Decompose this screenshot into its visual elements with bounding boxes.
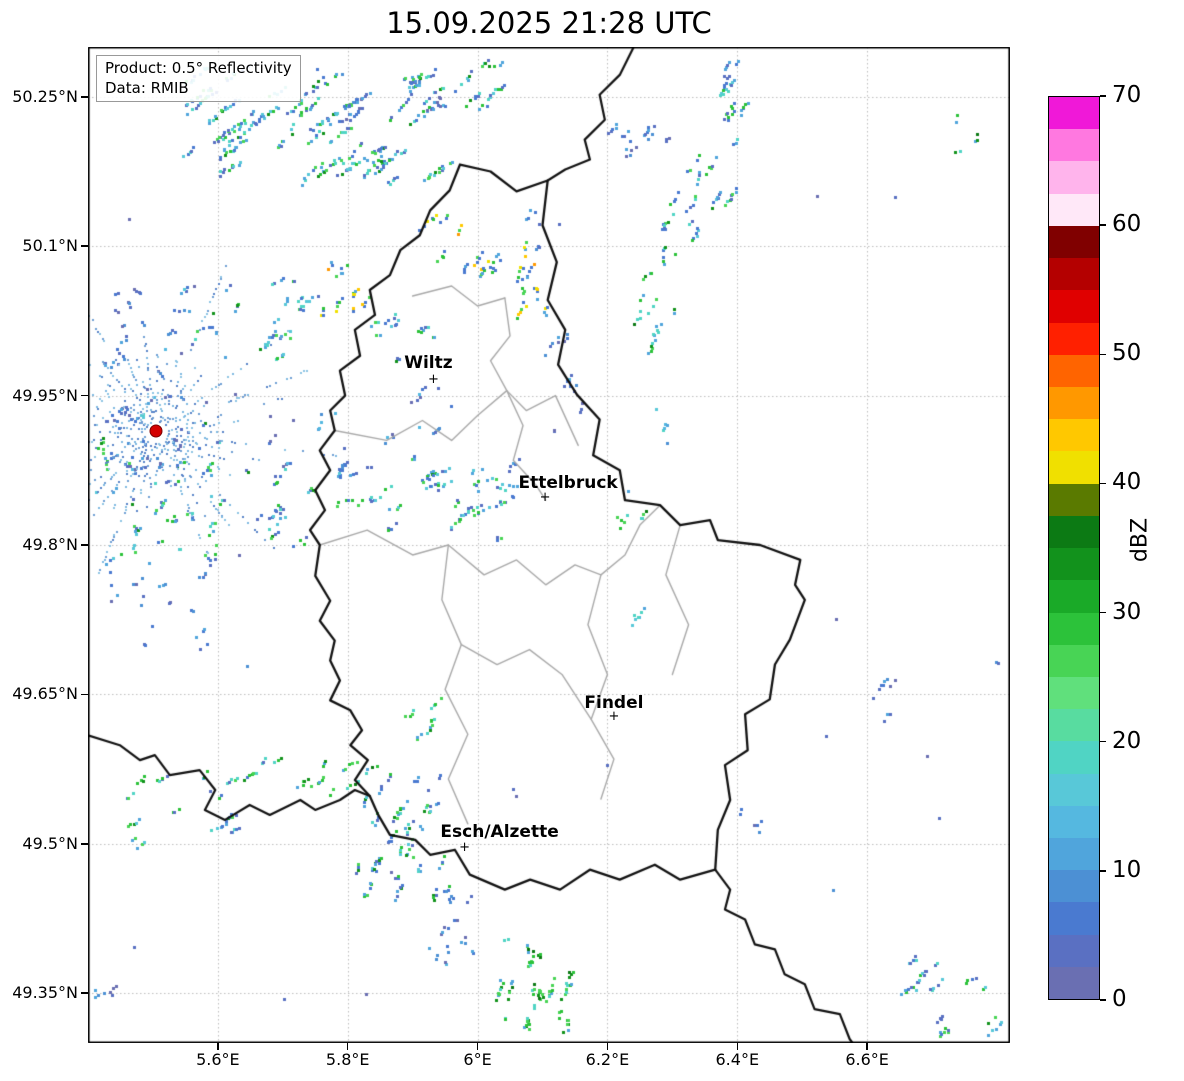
city-marker: + — [608, 709, 620, 725]
y-tick-mark — [81, 693, 88, 696]
colorbar-tick-label: 50 — [1112, 340, 1142, 367]
data-source-line: Data: RMIB — [105, 78, 189, 97]
colorbar-segment — [1049, 741, 1099, 774]
colorbar-segment — [1049, 612, 1099, 645]
colorbar-segment — [1049, 548, 1099, 581]
y-tick-label: 49.95°N — [12, 385, 78, 405]
colorbar-segment — [1049, 902, 1099, 935]
colorbar-tick-label: 60 — [1112, 211, 1142, 238]
plot-title: 15.09.2025 21:28 UTC — [386, 6, 712, 40]
colorbar-segment — [1049, 322, 1099, 355]
x-tick-mark — [476, 1043, 479, 1050]
city-marker: + — [539, 490, 551, 506]
colorbar-segment — [1049, 161, 1099, 194]
x-tick-mark — [866, 1043, 868, 1050]
y-tick-label: 49.65°N — [12, 684, 78, 704]
radar-site-marker — [149, 424, 163, 438]
city-label: Esch/Alzette — [440, 821, 559, 842]
colorbar-segment — [1049, 934, 1099, 967]
x-tick-label: 6.4°E — [715, 1050, 760, 1069]
colorbar-segment — [1049, 354, 1099, 387]
y-tick-mark — [81, 992, 88, 994]
y-tick-label: 50.1°N — [22, 236, 78, 256]
colorbar-segment — [1049, 258, 1099, 291]
y-tick-mark — [81, 544, 88, 546]
x-tick-label: 6°E — [463, 1050, 492, 1069]
colorbar-segment — [1049, 483, 1099, 516]
product-line: Product: 0.5° Reflectivity — [105, 59, 292, 77]
y-tick-label: 49.5°N — [22, 833, 78, 853]
colorbar-label: dBZ — [1127, 517, 1153, 563]
colorbar-tick-label: 10 — [1112, 856, 1142, 883]
colorbar — [1048, 96, 1100, 1000]
colorbar-tick-label: 40 — [1112, 469, 1142, 496]
x-tick-label: 5.8°E — [325, 1050, 370, 1069]
colorbar-segment — [1049, 290, 1099, 323]
y-tick-label: 50.25°N — [12, 86, 78, 106]
colorbar-tick-mark — [1100, 740, 1106, 743]
colorbar-segment — [1049, 580, 1099, 613]
colorbar-segment — [1049, 838, 1099, 871]
y-tick-label: 49.8°N — [22, 535, 78, 554]
city-label: Wiltz — [404, 352, 453, 373]
radar-map-canvas — [88, 47, 1010, 1043]
city-label: Findel — [584, 693, 644, 714]
colorbar-tick-label: 0 — [1112, 986, 1127, 1012]
colorbar-segment — [1049, 193, 1099, 226]
colorbar-tick-label: 20 — [1112, 727, 1142, 754]
colorbar-tick-mark — [1100, 999, 1106, 1001]
city-label: Ettelbruck — [518, 473, 618, 494]
x-tick-mark — [736, 1043, 739, 1050]
colorbar-segment — [1049, 805, 1099, 839]
colorbar-tick-mark — [1100, 224, 1106, 226]
colorbar-segment — [1049, 515, 1099, 549]
colorbar-segment — [1049, 451, 1099, 484]
colorbar-segment — [1049, 773, 1099, 806]
colorbar-segment — [1049, 870, 1099, 903]
x-tick-label: 6.2°E — [585, 1050, 630, 1069]
y-tick-mark — [81, 843, 88, 845]
colorbar-segment — [1049, 129, 1099, 162]
y-tick-mark — [81, 245, 88, 247]
y-tick-label: 49.35°N — [12, 983, 78, 1003]
colorbar-segment — [1049, 966, 1099, 1000]
product-info-box: Product: 0.5° Reflectivity Data: RMIB — [96, 55, 301, 102]
colorbar-segment — [1049, 225, 1099, 259]
colorbar-tick-label: 70 — [1112, 82, 1142, 108]
colorbar-tick-label: 30 — [1112, 598, 1142, 625]
x-tick-mark — [606, 1043, 609, 1050]
colorbar-segment — [1049, 386, 1099, 420]
colorbar-segment — [1049, 419, 1099, 452]
colorbar-tick-mark — [1100, 95, 1106, 97]
x-tick-label: 6.6°E — [845, 1050, 889, 1069]
map-area: Product: 0.5° Reflectivity Data: RMIB + W… — [88, 47, 1010, 1043]
x-tick-mark — [346, 1043, 349, 1050]
colorbar-segment — [1049, 676, 1099, 710]
colorbar-tick-mark — [1100, 870, 1106, 872]
x-tick-label: 5.6°E — [196, 1050, 240, 1069]
colorbar-segment — [1049, 709, 1099, 742]
colorbar-segment — [1049, 644, 1099, 677]
city-marker: + — [459, 839, 471, 855]
colorbar-segment — [1049, 97, 1099, 130]
city-marker: + — [427, 371, 439, 387]
y-tick-mark — [81, 394, 88, 397]
colorbar-tick-mark — [1100, 611, 1106, 614]
colorbar-tick-mark — [1100, 482, 1106, 485]
colorbar-tick-mark — [1100, 353, 1106, 356]
y-tick-mark — [81, 96, 88, 98]
x-tick-mark — [217, 1043, 219, 1050]
